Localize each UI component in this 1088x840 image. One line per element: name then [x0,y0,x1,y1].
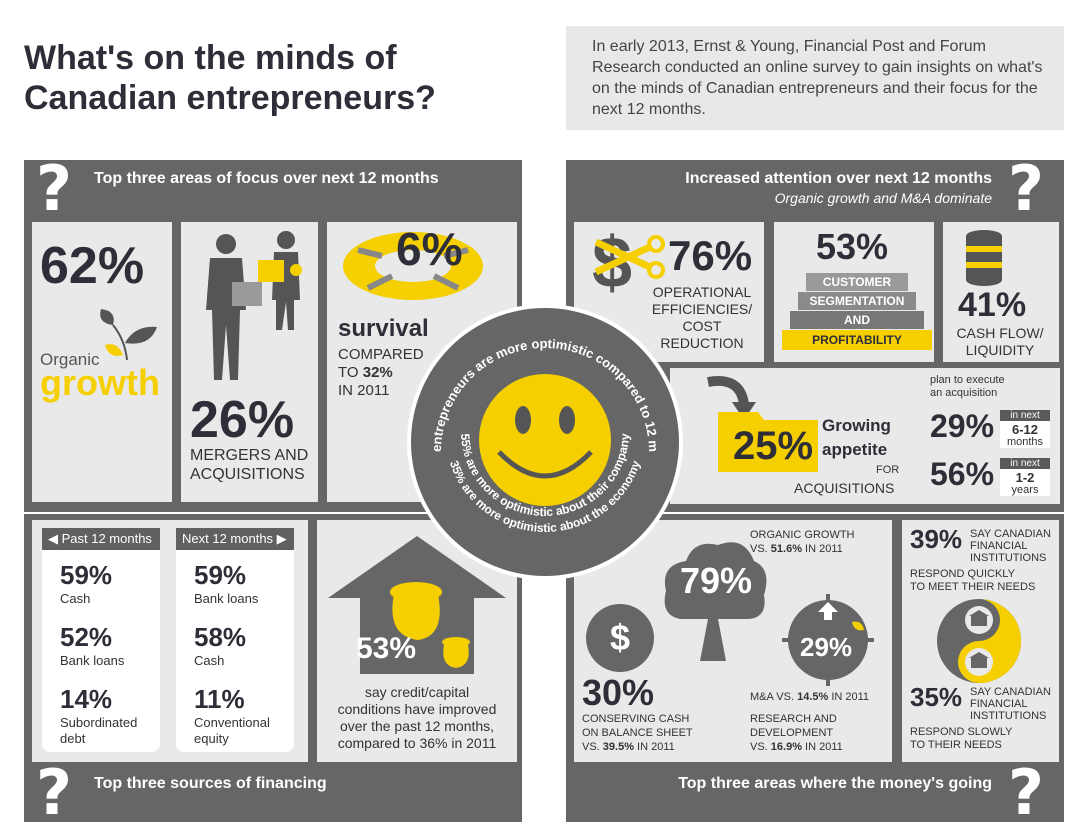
survival-word: survival [338,315,429,342]
mergers-label: MERGERS AND ACQUISITIONS [190,447,309,483]
customer-pct: 53% [816,226,889,267]
acq-6-12-badge: in next 6-12 months [1000,410,1050,448]
svg-text:$: $ [610,617,630,658]
growth-label: growth [40,362,160,403]
acq-1-2-badge: in next 1-2 years [1000,458,1050,496]
dollar-circle-icon: $ [586,604,654,672]
growing-appetite: Growing appetite [822,416,891,459]
optimism-medallion: Canadian entrepreneurs are more optimist… [405,302,683,580]
coins-stack-icon [966,230,1002,286]
house-gold-pot-icon [328,536,506,674]
fi-slow-pct: 35% [910,682,963,712]
conserving-label: CONSERVING CASH ON BALANCE SHEET VS. 39.… [582,713,693,753]
next-tab: Next 12 months ▶ [176,528,294,550]
folder-icon [718,412,818,472]
smiley-face-icon [479,374,611,506]
mergers-pct: 26% [190,391,295,449]
financing-header: Top three sources of financing [94,775,327,792]
question-mark-icon: ? [36,756,72,829]
money-header: Top three areas where the money's going [678,775,992,792]
page-title: What's on the minds of Canadian entrepre… [24,39,436,117]
intro-box: In early 2013, Ernst & Young, Financial … [566,26,1064,130]
past-item-3: 14% Subordinated debt [60,684,138,746]
fi-quick-pct: 39% [910,524,963,554]
acquisition-pct: 25% [733,424,814,468]
past-item-1: 59% Cash [60,560,113,606]
ma-money-label: M&A VS. 14.5% IN 2011 RESEARCH AND DEVEL… [750,691,870,753]
cashflow-pct: 41% [958,286,1027,324]
organic-growth-panel [32,222,172,502]
past-tab: ◀ Past 12 months [42,528,160,550]
tree-icon [664,542,767,661]
operations-label: OPERATIONAL EFFICIENCIES/ COST REDUCTION [651,284,753,351]
scissors-icon [594,235,665,279]
next-list [176,550,294,752]
ma-money-pct: 29% [800,632,853,662]
credit-pct: 53% [356,632,417,665]
yin-yang-bank-icon [937,599,1021,683]
next-item-1: 59% Bank loans [194,560,259,606]
survival-compare: COMPARED TO 32% IN 2011 [338,346,424,399]
leaves-icon [100,309,157,361]
plan-label: plan to execute an acquisition [930,374,1005,399]
for-label: FOR [876,464,900,476]
organic-growth-pct: 62% [40,237,145,295]
attention-subheader: Organic growth and M&A dominate [774,190,992,206]
fi-slow-head: SAY CANADIAN FINANCIAL INSTITUTIONS [970,686,1051,722]
question-mark-icon: ? [1008,756,1044,829]
customer-bar-1: CUSTOMER [806,273,908,291]
next-item-2: 58% Cash [194,622,247,668]
cashflow-label: CASH FLOW/ LIQUIDITY [956,325,1044,358]
organic-money-label: ORGANIC GROWTH VS. 51.6% IN 2011 [750,529,855,555]
next-item-3: 11% Conventional equity [194,684,270,746]
past-list [42,550,160,752]
organic-money-pct: 79% [680,560,753,601]
acquisitions-label: ACQUISITIONS [794,480,895,496]
acq-1-2-pct: 56% [930,456,995,492]
fi-slow-label: RESPOND SLOWLY TO THEIR NEEDS [910,726,1013,751]
target-icon [782,594,874,686]
fi-quick-head: SAY CANADIAN FINANCIAL INSTITUTIONS [970,528,1051,564]
customer-bar-4: PROFITABILITY [782,330,932,350]
credit-label: say credit/capital conditions have impro… [337,684,497,751]
conserving-pct: 30% [582,672,655,713]
fi-quick-label: RESPOND QUICKLY TO MEET THEIR NEEDS [910,568,1036,593]
customer-bar-2: SEGMENTATION [798,292,916,310]
past-item-2: 52% Bank loans [60,622,125,668]
survival-pct: 6% [396,223,463,275]
life-ring-icon [343,232,483,300]
attention-header: Increased attention over next 12 months [685,170,992,187]
question-mark-icon: ? [1008,152,1044,225]
curved-arrow-icon [707,376,756,420]
customer-bar-3: AND [790,311,924,329]
focus-header: Top three areas of focus over next 12 mo… [94,170,439,187]
question-mark-icon: ? [36,152,72,225]
businessmen-puzzle-icon [206,231,302,380]
operations-pct: 76% [668,232,753,279]
organic-label: Organic [40,350,100,369]
acq-6-12-pct: 29% [930,408,995,444]
